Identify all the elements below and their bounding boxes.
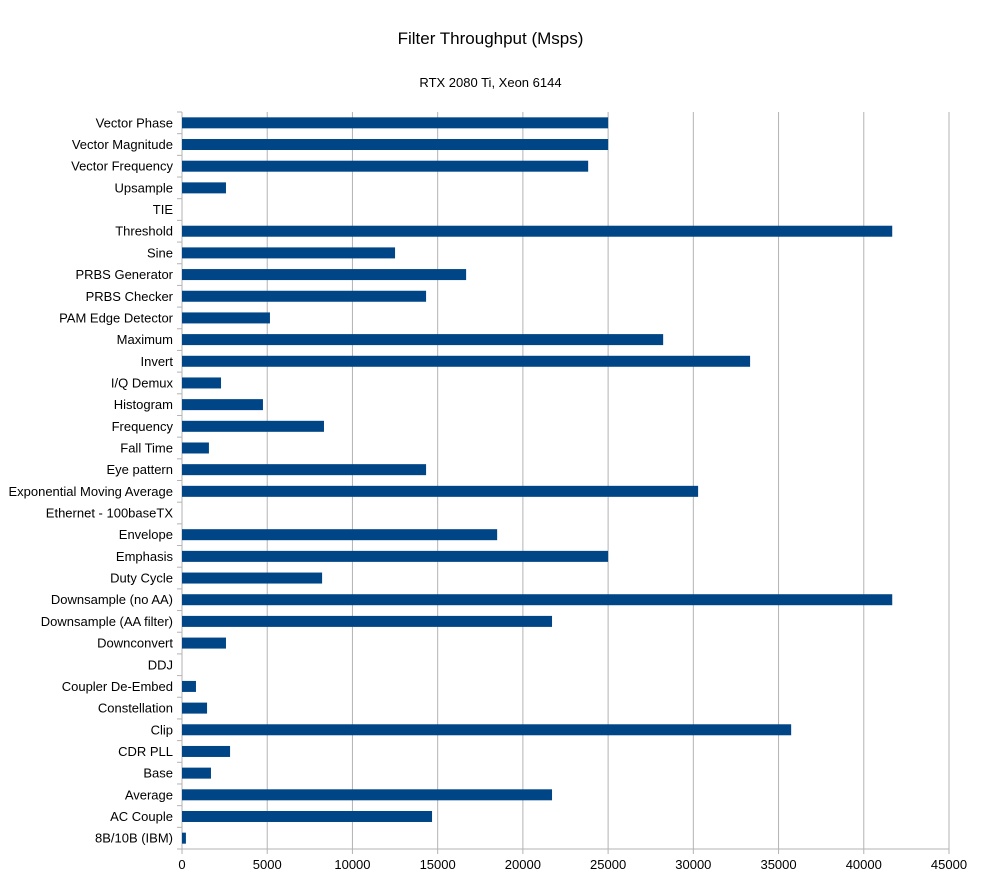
bar xyxy=(182,334,664,346)
bar xyxy=(182,290,427,302)
y-tick-label: Downconvert xyxy=(97,636,173,651)
bar xyxy=(182,117,609,129)
bar xyxy=(182,225,893,237)
y-tick-label: CDR PLL xyxy=(118,744,173,759)
bar xyxy=(182,767,211,779)
y-tick-label: Emphasis xyxy=(116,549,174,564)
bar xyxy=(182,312,270,324)
bar xyxy=(182,615,553,627)
chart-subtitle: RTX 2080 Ti, Xeon 6144 xyxy=(419,75,562,90)
bar xyxy=(182,160,589,172)
y-tick-label: Duty Cycle xyxy=(110,571,173,586)
y-tick-label: Threshold xyxy=(115,224,173,239)
bar xyxy=(182,420,324,432)
x-tick-label: 20000 xyxy=(505,857,541,872)
y-tick-label: Vector Magnitude xyxy=(72,137,173,152)
y-tick-label: Sine xyxy=(147,245,173,260)
bar xyxy=(182,529,498,541)
x-tick-label: 0 xyxy=(178,857,185,872)
x-tick-label: 15000 xyxy=(420,857,456,872)
y-tick-label: AC Couple xyxy=(110,809,173,824)
bar xyxy=(182,247,396,259)
y-tick-label: Downsample (AA filter) xyxy=(41,614,173,629)
x-tick-label: 10000 xyxy=(334,857,370,872)
bar xyxy=(182,182,226,194)
y-tick-label: I/Q Demux xyxy=(111,375,174,390)
bar xyxy=(182,485,699,497)
chart-title: Filter Throughput (Msps) xyxy=(397,29,584,48)
y-tick-label: Vector Phase xyxy=(96,115,173,130)
bar xyxy=(182,399,263,411)
bar xyxy=(182,637,226,649)
y-tick-label: PRBS Checker xyxy=(86,289,174,304)
bar xyxy=(182,464,427,476)
y-tick-label: DDJ xyxy=(148,657,173,672)
x-tick-label: 35000 xyxy=(760,857,796,872)
y-tick-label: Fall Time xyxy=(120,440,173,455)
y-tick-label: Envelope xyxy=(119,527,173,542)
y-tick-label: PAM Edge Detector xyxy=(59,310,174,325)
y-tick-label: PRBS Generator xyxy=(75,267,173,282)
y-tick-label: Frequency xyxy=(112,419,174,434)
bar xyxy=(182,680,196,692)
y-tick-label: Exponential Moving Average xyxy=(8,484,173,499)
y-tick-label: Downsample (no AA) xyxy=(51,592,173,607)
y-tick-label: Histogram xyxy=(114,397,173,412)
x-tick-label: 5000 xyxy=(253,857,282,872)
bar xyxy=(182,550,609,562)
y-tick-label: Eye pattern xyxy=(107,462,174,477)
y-tick-label: Clip xyxy=(151,722,173,737)
bar xyxy=(182,594,893,606)
bar xyxy=(182,789,553,801)
y-tick-label: Coupler De-Embed xyxy=(62,679,173,694)
bar xyxy=(182,810,433,822)
bar xyxy=(182,572,323,584)
bar xyxy=(182,269,467,281)
bar xyxy=(182,745,231,757)
bar xyxy=(182,355,751,367)
y-tick-label: TIE xyxy=(153,202,174,217)
bar xyxy=(182,139,609,151)
bar xyxy=(182,832,186,844)
bar xyxy=(182,702,208,714)
y-tick-label: Invert xyxy=(140,354,173,369)
x-tick-label: 45000 xyxy=(931,857,967,872)
x-tick-label: 25000 xyxy=(590,857,626,872)
y-tick-label: Ethernet - 100baseTX xyxy=(46,506,174,521)
bar xyxy=(182,442,209,454)
x-tick-label: 40000 xyxy=(846,857,882,872)
y-tick-label: Upsample xyxy=(114,180,173,195)
y-tick-label: Base xyxy=(143,766,173,781)
bar xyxy=(182,724,792,736)
y-tick-label: Maximum xyxy=(117,332,173,347)
y-tick-label: Vector Frequency xyxy=(71,159,173,174)
x-tick-label: 30000 xyxy=(675,857,711,872)
y-tick-label: Constellation xyxy=(98,701,173,716)
y-tick-label: Average xyxy=(125,787,173,802)
bar xyxy=(182,377,222,389)
y-tick-label: 8B/10B (IBM) xyxy=(95,831,173,846)
